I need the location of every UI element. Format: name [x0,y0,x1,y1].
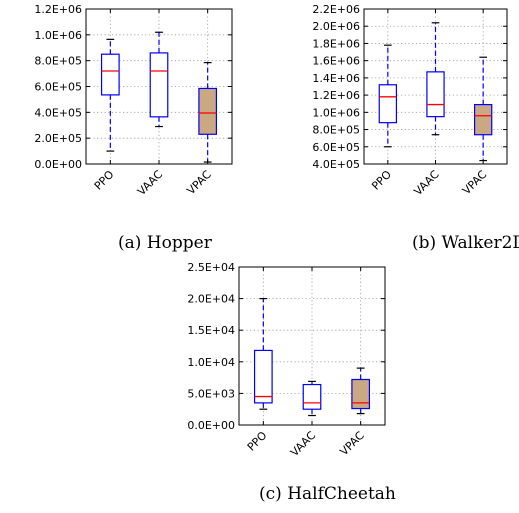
y-tick-label: 1.5E+04 [187,324,235,337]
iqr-box [100,53,120,96]
y-tick-label: 1.0E+04 [187,356,235,369]
iqr-box [198,87,218,135]
y-tick-label: 1.0E+06 [34,29,82,42]
x-tick-label-vaac: VAAC [288,429,318,459]
y-tick-label: 8.0E+05 [312,124,360,137]
iqr-box [302,383,322,410]
x-tick-label-ppo: PPO [369,168,394,193]
subplot-caption: (c) HalfCheetah [259,484,396,504]
plot-frame [238,266,386,426]
y-tick-label: 2.0E+06 [312,20,360,33]
plot-frame [85,8,233,165]
y-tick-label: 4.0E+05 [312,158,360,171]
iqr-box [378,84,398,124]
y-tick-label: 0.0E+00 [34,158,82,171]
iqr-box [351,378,371,410]
box-ppo [100,38,120,152]
box-vpac [351,367,371,415]
box-vaac [302,380,322,417]
subplot-caption: (b) Walker2D [412,233,519,253]
subplot-3-1: 4.0E+05 6.0E+05 8.0E+05 1.0E+06 1.2E+06 1.4E+… [312,3,519,253]
x-tick-label-vpac: VPAC [337,429,367,459]
box-vaac [149,31,169,128]
y-tick-label: 6.0E+05 [312,141,360,154]
box-vpac [198,62,218,163]
plot-frame [363,8,508,165]
x-tick-label-vaac: VAAC [135,168,165,198]
x-tick-label-vpac: VPAC [460,168,490,198]
subplot-caption: (a) Hopper [118,233,213,253]
subplot-3-2: 0.0E+00 5.0E+03 1.0E+04 1.5E+04 2.0E+04 2.5E+… [187,261,396,504]
x-tick-label-vaac: VAAC [411,168,441,198]
y-tick-label: 2.0E+04 [187,293,235,306]
y-tick-label: 2.5E+04 [187,261,235,274]
x-tick-label-vpac: VPAC [184,168,214,198]
y-tick-label: 1.0E+06 [312,106,360,119]
iqr-box [473,103,493,136]
iqr-box [426,71,445,118]
y-tick-label: 1.8E+06 [312,37,360,50]
y-tick-label: 1.2E+06 [34,3,82,16]
y-tick-label: 6.0E+05 [34,81,82,94]
y-tick-label: 4.0E+05 [34,106,82,119]
iqr-box [149,52,169,118]
x-tick-label-ppo: PPO [92,168,117,193]
y-tick-label: 5.0E+03 [187,387,235,400]
y-tick-label: 2.2E+06 [312,3,360,16]
y-tick-label: 0.0E+00 [187,419,235,432]
x-tick-label-ppo: PPO [245,429,270,454]
box-ppo [253,298,273,410]
y-tick-label: 1.6E+06 [312,55,360,68]
box-vaac [426,22,445,136]
y-tick-label: 1.4E+06 [312,72,360,85]
y-tick-label: 1.2E+06 [312,89,360,102]
box-ppo [378,44,398,148]
box-vpac [473,56,493,162]
y-tick-label: 2.0E+05 [34,132,82,145]
subplot-3-0: 0.0E+00 2.0E+05 4.0E+05 6.0E+05 8.0E+05 1.0E+… [34,3,233,253]
iqr-box [253,349,273,404]
y-tick-label: 8.0E+05 [34,55,82,68]
